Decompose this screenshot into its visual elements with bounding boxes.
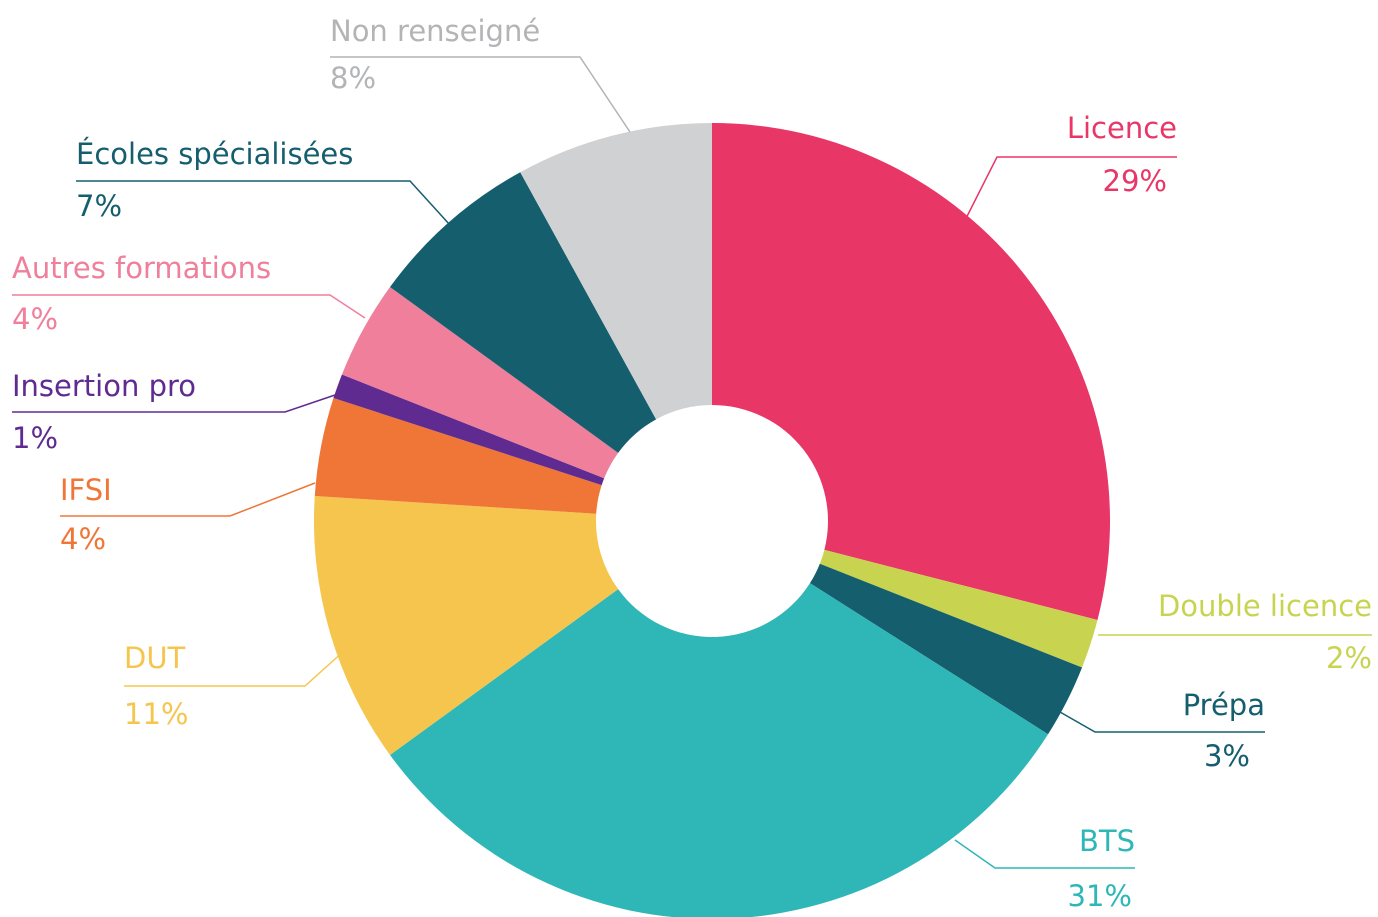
donut-slice	[341, 287, 619, 479]
donut-slice	[314, 398, 602, 514]
donut-slice	[333, 374, 605, 486]
slice-value-label: 11%	[124, 697, 188, 731]
slice-label: DUT	[124, 641, 186, 675]
leader-line	[949, 156, 1177, 251]
slice-label: Autres formations	[12, 251, 271, 285]
slice-value-label: 4%	[12, 302, 58, 336]
slice-value-label: 3%	[1204, 739, 1250, 773]
donut-slice	[520, 123, 712, 420]
slice-label: IFSI	[60, 473, 112, 507]
leader-line	[12, 394, 336, 413]
donut-slice	[809, 563, 1083, 735]
leader-line	[330, 56, 631, 133]
slice-value-label: 8%	[330, 61, 376, 95]
leader-line	[1059, 711, 1265, 733]
donut-slice	[819, 549, 1098, 668]
donut-slice	[712, 123, 1110, 620]
slice-label: Licence	[1067, 111, 1177, 145]
slice-label: BTS	[1079, 824, 1135, 858]
slice-label: Écoles spécialisées	[76, 137, 353, 171]
slice-label: Double licence	[1158, 589, 1372, 623]
slice-label: Non renseigné	[330, 14, 540, 48]
donut-slice	[390, 583, 1049, 917]
leader-line	[76, 180, 451, 226]
slice-value-label: 1%	[12, 421, 58, 455]
slice-value-label: 2%	[1326, 641, 1372, 675]
slice-value-label: 7%	[76, 189, 122, 223]
leader-line	[124, 649, 346, 687]
leader-line	[60, 482, 316, 517]
leader-line	[12, 294, 366, 319]
donut-slice	[390, 172, 657, 453]
slice-value-label: 29%	[1103, 164, 1167, 198]
slice-value-label: 4%	[60, 522, 106, 556]
slice-value-label: 31%	[1068, 879, 1132, 913]
slice-label: Insertion pro	[12, 369, 196, 403]
donut-slice	[314, 496, 619, 755]
slice-label: Prépa	[1183, 688, 1265, 722]
leader-line	[954, 839, 1135, 869]
